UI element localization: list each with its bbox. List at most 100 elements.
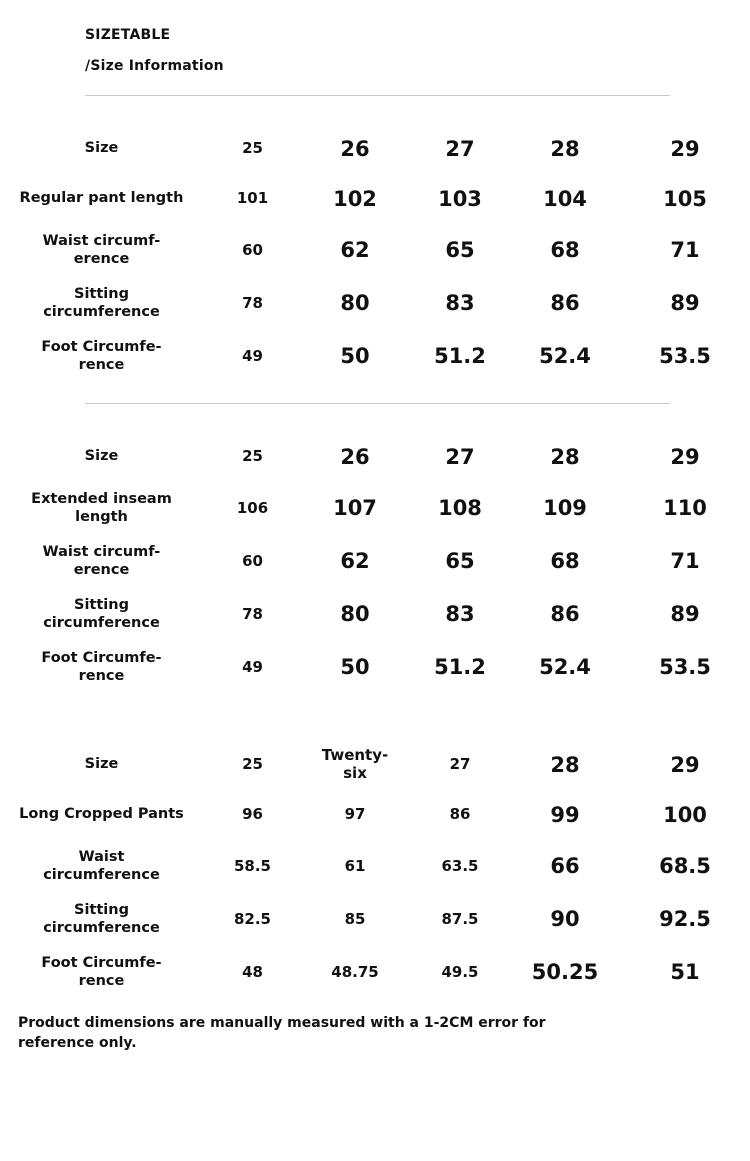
cell-value: 85 — [344, 909, 366, 928]
cell-value: 52.4 — [539, 655, 591, 680]
cell-value: 51.2 — [434, 344, 486, 369]
table-row: Extended inseam length 106 107 108 109 110 — [0, 482, 750, 535]
cell-value: 68 — [550, 549, 580, 574]
cell-value: 107 — [333, 496, 377, 521]
cell-value: 89 — [670, 291, 700, 316]
cell-value: 86 — [449, 805, 471, 824]
size-table-regular: Size 25 26 27 28 29 Regular pant length 101 102 1… — [0, 124, 750, 383]
cell-value: 52.4 — [539, 344, 591, 369]
cell-value: 105 — [663, 186, 707, 211]
cell-value: 50 — [340, 655, 370, 680]
table-row: Sitting circumference 78 80 83 86 89 — [0, 277, 750, 330]
cell-value: 110 — [663, 496, 707, 521]
cell-value: 29 — [670, 752, 700, 777]
cell-value: 26 — [340, 136, 370, 161]
measurement-disclaimer: Product dimensions are manually measured… — [18, 1015, 546, 1052]
table-row: Long Cropped Pants 96 97 86 99 100 — [0, 790, 750, 840]
cell-value: 49.5 — [441, 962, 479, 981]
cell-value: 101 — [236, 189, 269, 208]
table-row: Size 25 Twenty-six 27 28 29 — [0, 740, 750, 790]
cell-value: 71 — [670, 549, 700, 574]
cell-value: 89 — [670, 602, 700, 627]
cell-value: 106 — [236, 498, 269, 517]
cell-value: 50 — [340, 344, 370, 369]
cell-value: 100 — [663, 802, 707, 827]
cell-value: 68 — [550, 238, 580, 263]
header-divider — [85, 95, 670, 96]
cell-value: 104 — [543, 186, 587, 211]
cell-value: 78 — [242, 604, 263, 623]
page-subtitle: /Size Information — [85, 58, 224, 74]
cell-value: 96 — [242, 805, 263, 824]
cell-value: 29 — [670, 136, 700, 161]
row-label: Waist circumference — [43, 848, 160, 883]
cell-value: 25 — [242, 139, 263, 158]
row-label: Extended inseam length — [31, 490, 172, 525]
table-row: Sitting circumference 82.5 85 87.5 90 92.5 — [0, 893, 750, 946]
page-header: SIZETABLE /Size Information — [0, 0, 750, 73]
cell-value: 49 — [242, 346, 263, 365]
table-row: Sitting circumference 78 80 83 86 89 — [0, 588, 750, 641]
cell-value: 82.5 — [233, 909, 271, 928]
row-label: Size — [84, 756, 119, 773]
cell-value: 103 — [438, 186, 482, 211]
cell-value: 60 — [242, 551, 263, 570]
cell-value: 51.2 — [434, 655, 486, 680]
cell-value: 28 — [550, 444, 580, 469]
cell-value: 65 — [445, 238, 475, 263]
cell-value: 66 — [550, 854, 580, 879]
table-row: Foot Circumfe-rence 49 50 51.2 52.4 53.5 — [0, 330, 750, 383]
cell-value: 53.5 — [659, 655, 711, 680]
cell-value: 60 — [242, 240, 263, 259]
cell-value: 71 — [670, 238, 700, 263]
cell-value: 87.5 — [441, 909, 479, 928]
cell-value: 26 — [340, 444, 370, 469]
row-label: Sitting circumference — [43, 901, 160, 936]
cell-value: 86 — [550, 602, 580, 627]
cell-value: 27 — [445, 444, 475, 469]
row-label: Size — [84, 448, 119, 465]
cell-value: 28 — [550, 752, 580, 777]
table-row: Size 25 26 27 28 29 — [0, 124, 750, 174]
size-table-extended: Size 25 26 27 28 29 Extended inseam length 106 10… — [0, 432, 750, 694]
cell-value: 49 — [242, 657, 263, 676]
cell-value: 25 — [242, 447, 263, 466]
cell-value: 65 — [445, 549, 475, 574]
table-row: Waist circumf-erence 60 62 65 68 71 — [0, 224, 750, 277]
cell-value: 51 — [670, 960, 700, 985]
page-title: SIZETABLE — [85, 27, 171, 43]
cell-value: 62 — [340, 238, 370, 263]
table-row: Regular pant length 101 102 103 104 105 — [0, 174, 750, 224]
cell-value: 48 — [242, 962, 263, 981]
table-body: Size 25 26 27 28 29 Extended inseam length 106 10… — [0, 432, 750, 694]
cell-value: 50.25 — [531, 960, 599, 985]
cell-value: 28 — [550, 136, 580, 161]
cell-value: 58.5 — [233, 856, 271, 875]
table-row: Size 25 26 27 28 29 — [0, 432, 750, 482]
section-divider — [85, 403, 670, 404]
section-extended: Size 25 26 27 28 29 Extended inseam length 106 10… — [0, 432, 750, 694]
row-label: Sitting circumference — [43, 596, 160, 631]
cell-value: 80 — [340, 291, 370, 316]
cell-value: 83 — [445, 291, 475, 316]
table-row: Waist circumference 58.5 61 63.5 66 68.5 — [0, 840, 750, 893]
row-label: Long Cropped Pants — [19, 806, 184, 823]
cell-value: 68.5 — [659, 854, 711, 879]
size-table-cropped: Size 25 Twenty-six 27 28 29 Long Cropped Pants… — [0, 740, 750, 999]
table-body: Size 25 Twenty-six 27 28 29 Long Cropped Pants… — [0, 740, 750, 999]
cell-value: 80 — [340, 602, 370, 627]
cell-value: 27 — [449, 755, 471, 774]
cell-value: 29 — [670, 444, 700, 469]
cell-value: 83 — [445, 602, 475, 627]
cell-value: 109 — [543, 496, 587, 521]
row-label: Waist circumf-erence — [42, 543, 161, 578]
cell-value: 63.5 — [441, 856, 479, 875]
cell-value: 62 — [340, 549, 370, 574]
row-label: Foot Circumfe-rence — [41, 338, 162, 373]
cell-value: Twenty-six — [321, 746, 389, 782]
cell-value: 90 — [550, 907, 580, 932]
cell-value: 61 — [344, 856, 366, 875]
cell-value: 78 — [242, 293, 263, 312]
cell-value: 102 — [333, 186, 377, 211]
